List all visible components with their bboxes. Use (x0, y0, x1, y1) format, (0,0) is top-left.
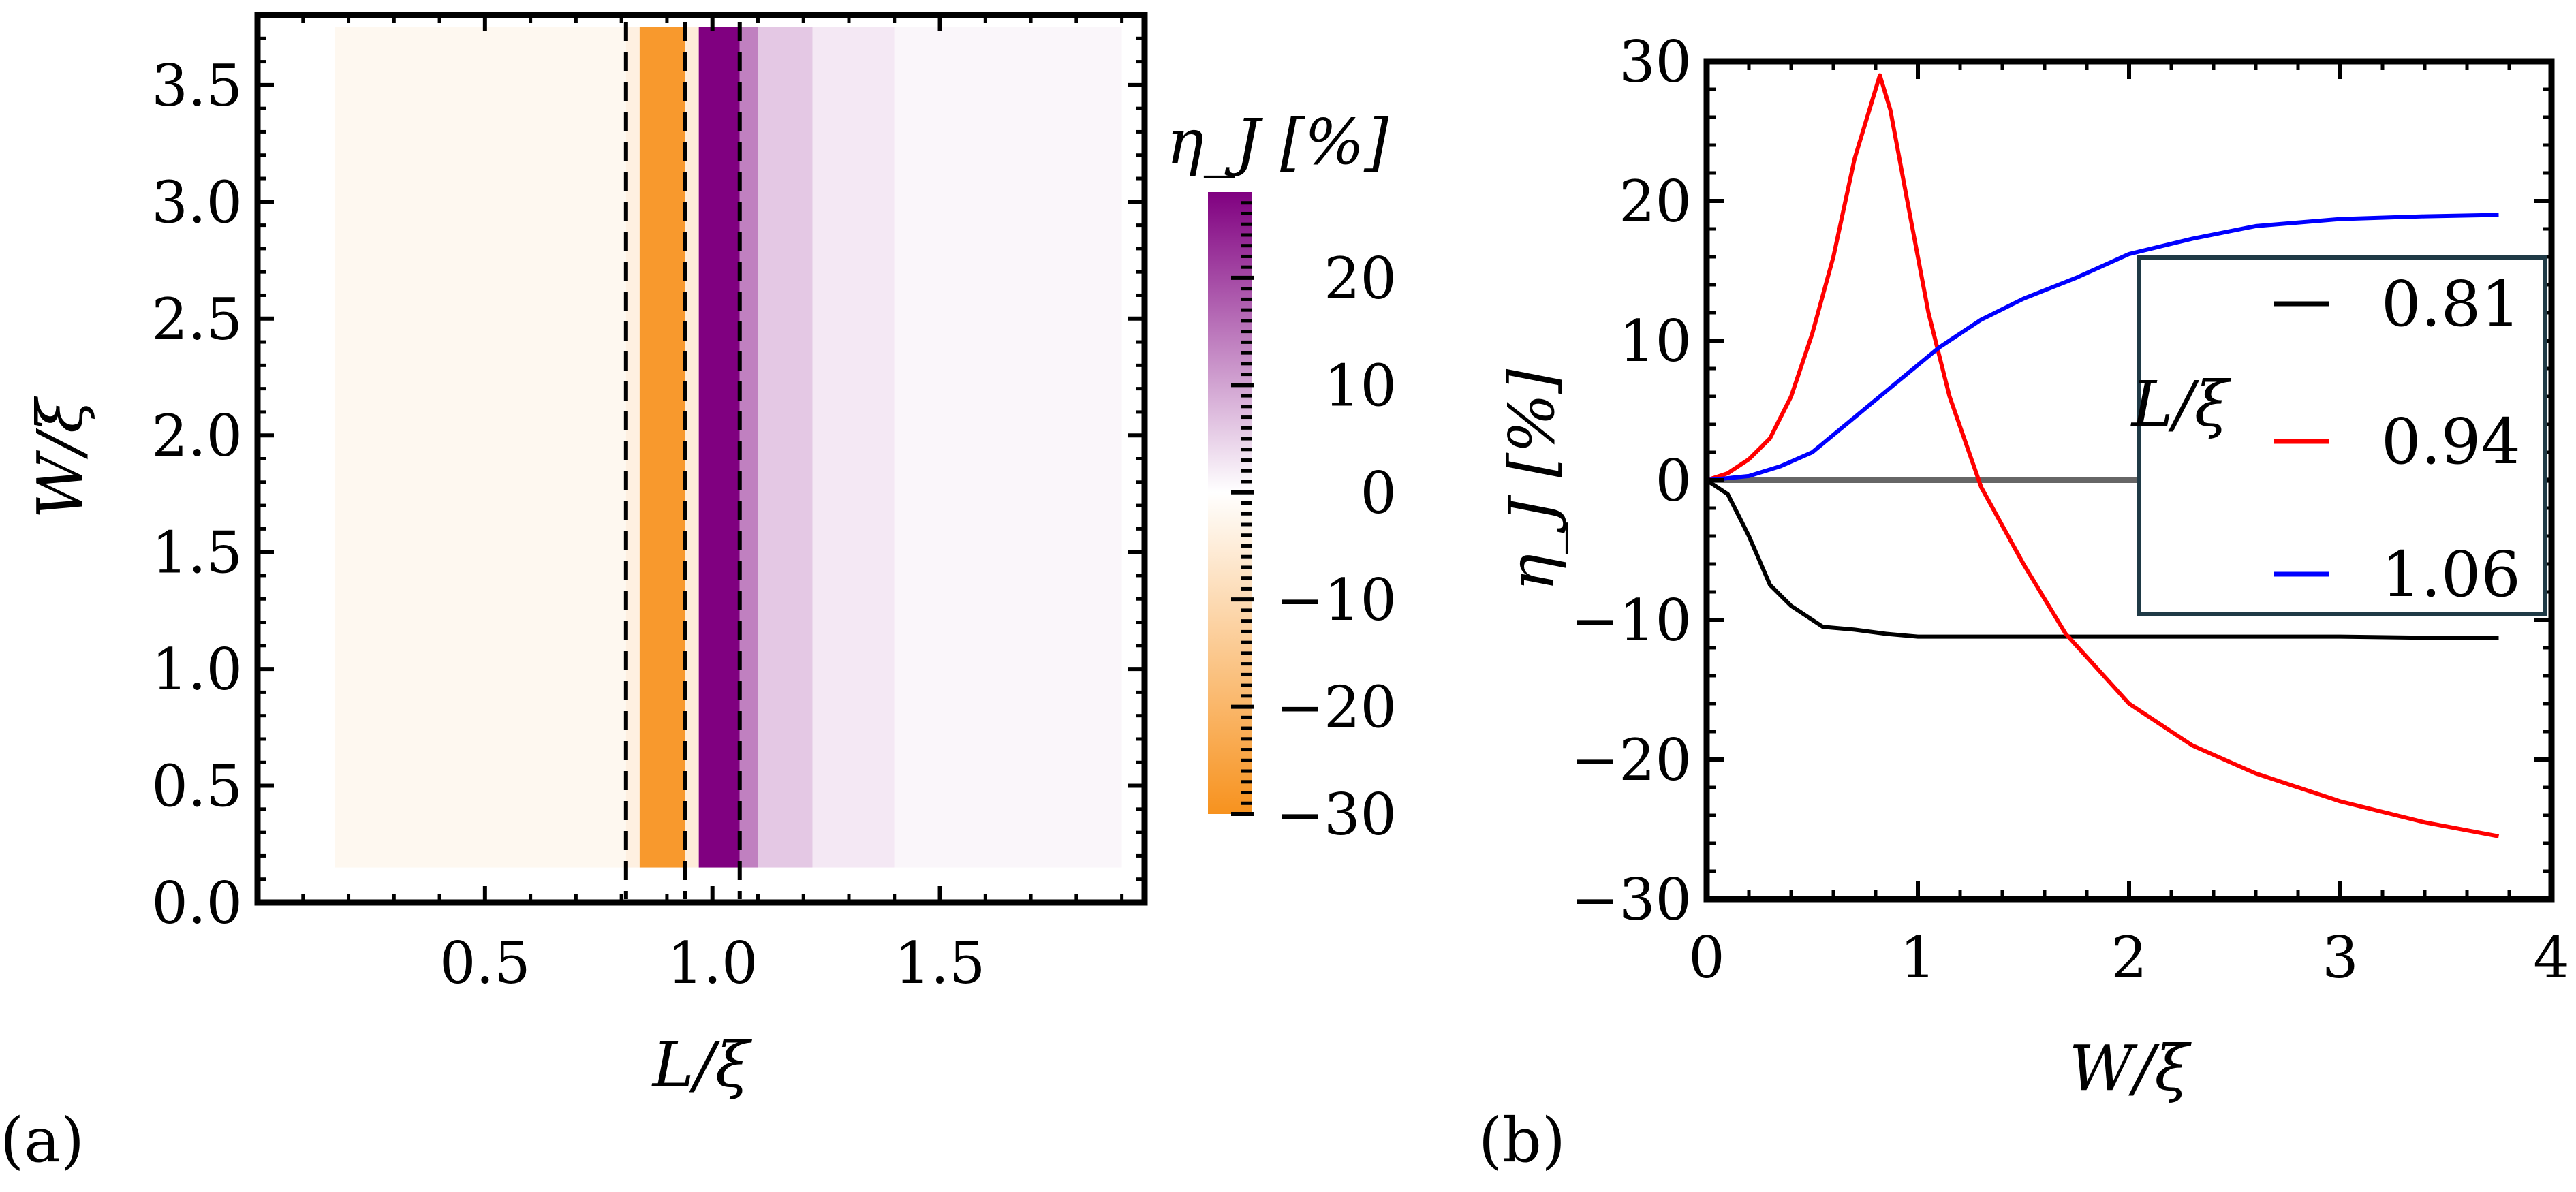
colorbar-title: η_J [%] (1166, 106, 1389, 178)
heatmap-panel: 0.5 1.0 1.5 0.0 0.5 1.0 1.5 2.0 2.5 3.0 3.5 L/ξ W/… (0, 12, 1148, 1176)
legend-label-1.06: 1.06 (2381, 538, 2521, 611)
y-tick-label: 20 (1619, 168, 1692, 235)
heatmap-column (685, 27, 699, 868)
legend-label-0.81: 0.81 (2381, 268, 2521, 341)
colorbar-tick-label: −30 (1276, 781, 1397, 848)
heatmap-column (335, 27, 626, 868)
y-tick-label: 1.0 (151, 636, 243, 703)
colorbar-tick-label: 0 (1361, 460, 1397, 527)
y-tick-label: 0.5 (151, 753, 243, 820)
colorbar-ticks: 20 10 0 −10 −20 −30 (1231, 201, 1397, 848)
legend-box (2137, 255, 2547, 616)
colorbar-tick-label: 20 (1324, 245, 1397, 312)
dashed-guides (623, 22, 742, 899)
line-ticks: 0 1 2 3 4 30 20 10 0 −10 −20 −30 (1571, 29, 2570, 991)
heatmap-x-axis-title: L/ξ (651, 1029, 753, 1101)
heatmap-y-axis-title: W/ξ (24, 396, 97, 519)
x-tick-label: 1.5 (895, 930, 986, 997)
y-tick-label: 0 (1656, 448, 1692, 514)
panel-label-b: (b) (1478, 1105, 1566, 1176)
colorbar-tick-label: −20 (1276, 674, 1397, 741)
heatmap-column (894, 27, 1122, 868)
colorbar-tick-label: 10 (1324, 352, 1397, 419)
series-line-0.94 (1706, 73, 2500, 838)
line-panel: 0 1 2 3 4 30 20 10 0 −10 −20 −30 W/ξ η_J [%] L/ξ 0.8… (1478, 29, 2570, 1176)
x-tick-label: 1 (1899, 924, 1936, 991)
x-tick-label: 4 (2533, 924, 2569, 991)
y-tick-label: 1.5 (151, 520, 243, 586)
line-y-axis-title: η_J [%] (1495, 369, 1568, 592)
y-tick-label: 3.0 (151, 169, 243, 236)
x-tick-label: 0.5 (439, 930, 531, 997)
heatmap-column (698, 27, 740, 868)
y-tick-label: −20 (1571, 727, 1692, 794)
legend-label-0.94: 0.94 (2381, 405, 2521, 478)
x-tick-label: 0 (1688, 924, 1724, 991)
heatmap-column (758, 27, 813, 868)
y-tick-label: 30 (1619, 29, 1692, 95)
series-line-1.06 (1706, 213, 2499, 482)
legend-title-numerator: L/ξ (2130, 368, 2232, 441)
series-line-0.81 (1705, 478, 2499, 640)
heatmap-ticks: 0.5 1.0 1.5 0.0 0.5 1.0 1.5 2.0 2.5 3.0 3.5 (151, 15, 1145, 997)
y-tick-label: 2.0 (151, 403, 243, 469)
x-tick-label: 1.0 (667, 930, 758, 997)
heatmap-column (625, 27, 640, 868)
heatmap-column (639, 27, 685, 868)
heatmap-column (739, 27, 758, 868)
y-tick-label: 0.0 (151, 870, 243, 937)
y-tick-label: 2.5 (151, 286, 243, 353)
legend: L/ξ 0.81 0.94 1.06 (2130, 255, 2547, 616)
line-x-axis-title: W/ξ (2069, 1032, 2192, 1105)
heatmap-column (812, 27, 895, 868)
colorbar: 20 10 0 −10 −20 −30 η_J [%] (1166, 106, 1397, 848)
y-tick-label: 3.5 (151, 52, 243, 119)
x-tick-label: 2 (2111, 924, 2147, 991)
line-series (1705, 73, 2551, 838)
heatmap-cells (335, 27, 1122, 868)
y-tick-label: 10 (1619, 308, 1692, 375)
y-tick-label: −10 (1571, 587, 1692, 654)
colorbar-tick-label: −10 (1276, 567, 1397, 633)
panel-label-a: (a) (0, 1105, 84, 1176)
y-tick-label: −30 (1571, 866, 1692, 933)
x-tick-label: 3 (2322, 924, 2358, 991)
